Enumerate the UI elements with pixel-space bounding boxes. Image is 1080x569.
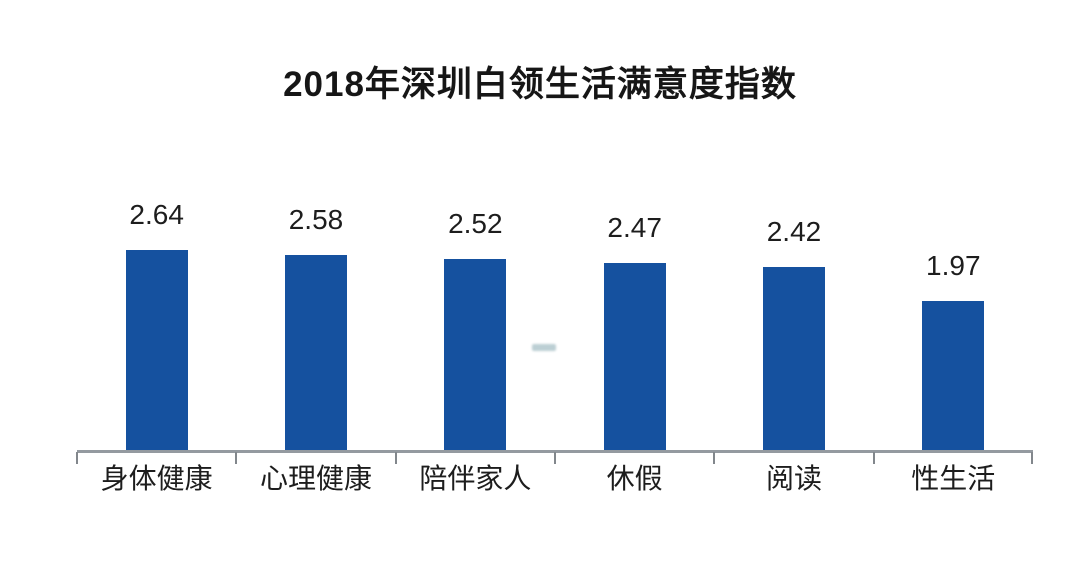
bar-column: 2.42 (714, 0, 873, 450)
x-axis-category-label: 休假 (606, 463, 663, 494)
x-axis-category-label: 身体健康 (100, 463, 213, 494)
x-axis-category-label: 性生活 (911, 463, 996, 494)
bar-value-label: 1.97 (926, 250, 981, 281)
bar-value-label: 2.58 (288, 204, 344, 235)
x-axis-tick (235, 452, 238, 464)
bar-value-label: 2.42 (766, 216, 822, 247)
bar (444, 259, 507, 450)
x-axis-category-label: 陪伴家人 (419, 463, 532, 494)
bar-value-label: 2.64 (129, 199, 184, 230)
bar (762, 267, 825, 450)
bar-chart-plot: 2.64 2.58 2.52 2.47 2.42 1.97 身体健康 心理健康 陪伴家人 休假 阅… (76, 0, 1033, 569)
watermark-artifact (532, 344, 556, 351)
x-axis-category-label: 阅读 (765, 463, 822, 494)
x-axis-labels-group: 身体健康 心理健康 陪伴家人 休假 阅读 性生活 (77, 463, 1033, 495)
bar (603, 263, 666, 450)
bar-value-label: 2.52 (448, 208, 503, 239)
x-axis-category-label: 心理健康 (259, 463, 372, 494)
bar-column: 2.58 (236, 0, 395, 450)
bar (922, 301, 985, 450)
bars-group: 2.64 2.58 2.52 2.47 2.42 1.97 (77, 0, 1033, 450)
x-axis-line (77, 450, 1033, 453)
bar-column: 1.97 (874, 0, 1033, 450)
x-axis-tick (394, 452, 397, 464)
x-axis-tick (554, 452, 556, 464)
bar (125, 250, 188, 450)
bar (284, 255, 347, 450)
bar-column: 2.47 (555, 0, 714, 450)
bar-column: 2.52 (396, 0, 555, 450)
x-axis-tick (76, 452, 78, 464)
x-axis-tick (713, 452, 716, 464)
x-axis-tick (872, 452, 875, 464)
chart-title: 2018年深圳白领生活满意度指数 (283, 65, 797, 104)
bar-column: 2.64 (77, 0, 236, 450)
bar-value-label: 2.47 (607, 212, 662, 243)
x-axis-tick (1031, 452, 1033, 464)
